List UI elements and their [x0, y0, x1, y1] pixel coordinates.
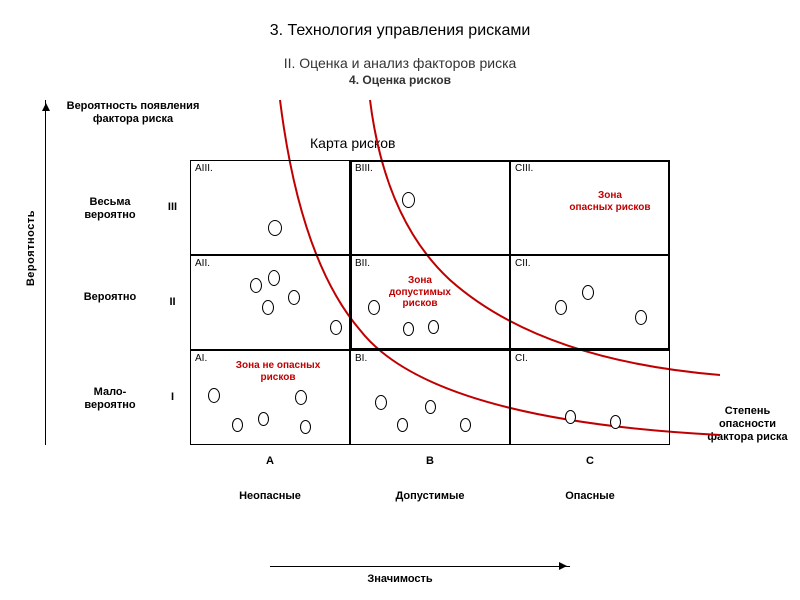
cell-label: AIII. — [195, 163, 213, 174]
row-label: Вероятно — [70, 291, 150, 304]
risk-point — [565, 410, 576, 424]
risk-point — [582, 285, 594, 300]
y-axis-arrow — [45, 100, 46, 445]
subtitle-1: II. Оценка и анализ факторов риска — [0, 55, 800, 71]
column-letter: A — [190, 455, 350, 467]
zone-label: Зона не опасных рисков — [218, 360, 338, 383]
cell-label: CI. — [515, 353, 528, 364]
y-axis-top-label: Вероятность появления фактора риска — [58, 100, 208, 126]
column-letter: B — [350, 455, 510, 467]
row-number: III — [160, 201, 185, 213]
risk-point — [232, 418, 243, 432]
right-danger-label: Степень опасности фактора риска — [700, 405, 795, 445]
row-label: Мало- вероятно — [70, 386, 150, 412]
risk-point — [610, 415, 621, 429]
risk-point — [268, 220, 282, 236]
risk-point — [403, 322, 414, 336]
column-letter: C — [510, 455, 670, 467]
risk-point — [288, 290, 300, 305]
row-label: Весьма вероятно — [70, 196, 150, 222]
risk-point — [208, 388, 220, 403]
risk-point — [268, 270, 280, 286]
row-number: II — [160, 296, 185, 308]
risk-point — [368, 300, 380, 315]
x-axis-label: Значимость — [0, 573, 800, 585]
risk-point — [460, 418, 471, 432]
matrix-cell: CI. — [510, 350, 670, 445]
risk-point — [555, 300, 567, 315]
risk-point — [295, 390, 307, 405]
column-label: Допустимые — [350, 490, 510, 502]
column-label: Опасные — [510, 490, 670, 502]
cell-label: BI. — [355, 353, 367, 364]
risk-point — [402, 192, 415, 208]
risk-point — [330, 320, 342, 335]
risk-point — [635, 310, 647, 325]
risk-point — [428, 320, 439, 334]
matrix-cell: BI. — [350, 350, 510, 445]
matrix-cell: AIII. — [190, 160, 350, 255]
risk-point — [262, 300, 274, 315]
x-axis-arrow — [270, 566, 570, 567]
risk-point — [397, 418, 408, 432]
risk-point — [300, 420, 311, 434]
column-label: Неопасные — [190, 490, 350, 502]
risk-map-title: Карта рисков — [310, 135, 395, 151]
y-axis-label: Вероятность — [25, 210, 37, 286]
cell-label: AI. — [195, 353, 207, 364]
row-number: I — [160, 391, 185, 403]
risk-point — [250, 278, 262, 293]
risk-point — [258, 412, 269, 426]
main-title: 3. Технология управления рисками — [0, 22, 800, 40]
risk-point — [425, 400, 436, 414]
dangerous-risk-box — [350, 160, 670, 350]
risk-point — [375, 395, 387, 410]
subtitle-2: 4. Оценка рисков — [0, 73, 800, 87]
